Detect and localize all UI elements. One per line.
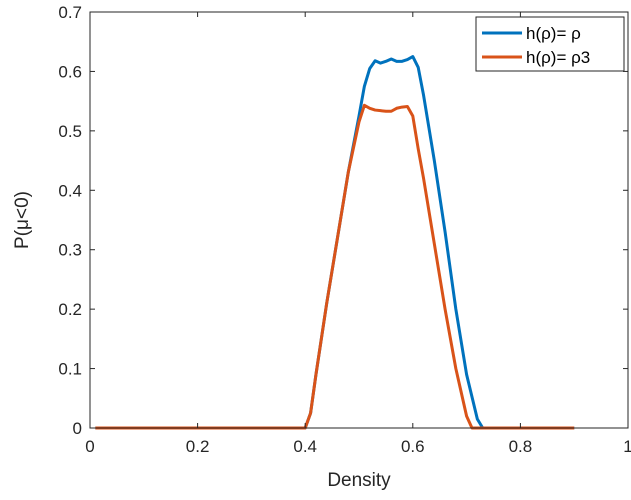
x-tick-label: 0 [85,437,94,456]
legend-label-1: h(ρ)= ρ [526,24,581,43]
x-tick-label: 0.2 [186,437,210,456]
x-tick-label: 0.4 [293,437,317,456]
legend-label-2: h(ρ)= ρ3 [526,48,590,67]
y-tick-label: 0.4 [58,181,82,200]
y-tick-label: 0.1 [58,360,82,379]
y-axis-title: P(μ<0) [12,191,33,249]
x-tick-label: 0.6 [401,437,425,456]
y-tick-label: 0.5 [58,122,82,141]
y-tick-label: 0.3 [58,241,82,260]
legend: h(ρ)= ρ h(ρ)= ρ3 [475,16,625,72]
axes: 0 0.2 0.4 0.6 0.8 1 0 0.1 0.2 0.3 0.4 0.5 0.6 0.7 [58,3,631,456]
plot-background [90,12,628,428]
y-tick-label: 0.2 [58,300,82,319]
y-tick-label: 0 [73,419,82,438]
legend-box [475,16,625,72]
series-group [95,55,575,430]
y-tick-label: 0.7 [58,3,82,22]
x-axis-title: Density [327,470,391,491]
axes-box [89,11,629,429]
x-tick-label: 1 [623,437,631,456]
series-line-2 [95,103,575,430]
plot-area [90,12,628,428]
x-tick-label: 0.8 [509,437,533,456]
y-tick-label: 0.6 [58,62,82,81]
